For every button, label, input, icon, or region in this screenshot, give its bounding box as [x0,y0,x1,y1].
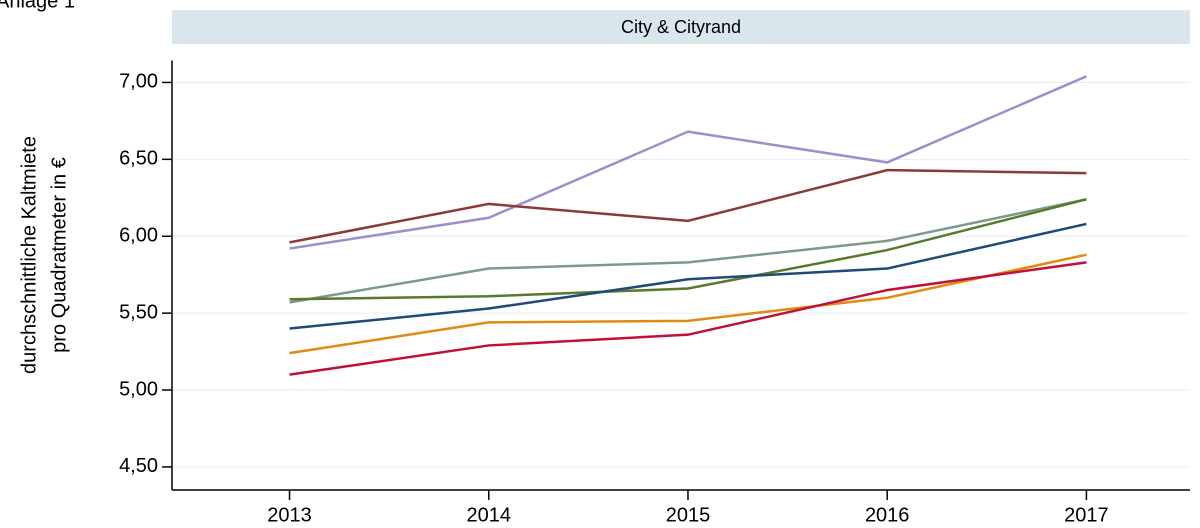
y-tick-label: 4,50 [119,455,158,477]
x-tick-label: 2015 [666,504,711,526]
line-series [289,198,1087,301]
x-tick-label: 2016 [865,504,910,526]
y-tick-label: 7,00 [119,71,158,93]
page-label: Anlage 1 [0,0,75,12]
panel-header [172,10,1190,44]
line-series [289,222,1087,330]
x-tick-label: 2014 [467,504,512,526]
y-axis-label: pro Quadratmeter in € [48,157,70,353]
y-tick-label: 5,50 [119,301,158,323]
line-series [289,253,1087,355]
line-series [289,168,1087,244]
y-tick-label: 5,00 [119,378,158,400]
line-series [289,75,1087,250]
line-series [289,261,1087,376]
panel-title: City & Cityrand [621,17,741,37]
x-tick-label: 2017 [1064,504,1109,526]
y-axis-label: durchschnittliche Kaltmiete [18,136,40,374]
x-tick-label: 2013 [267,504,312,526]
y-tick-label: 6,50 [119,148,158,170]
line-series [289,198,1087,304]
y-tick-label: 6,00 [119,225,158,247]
